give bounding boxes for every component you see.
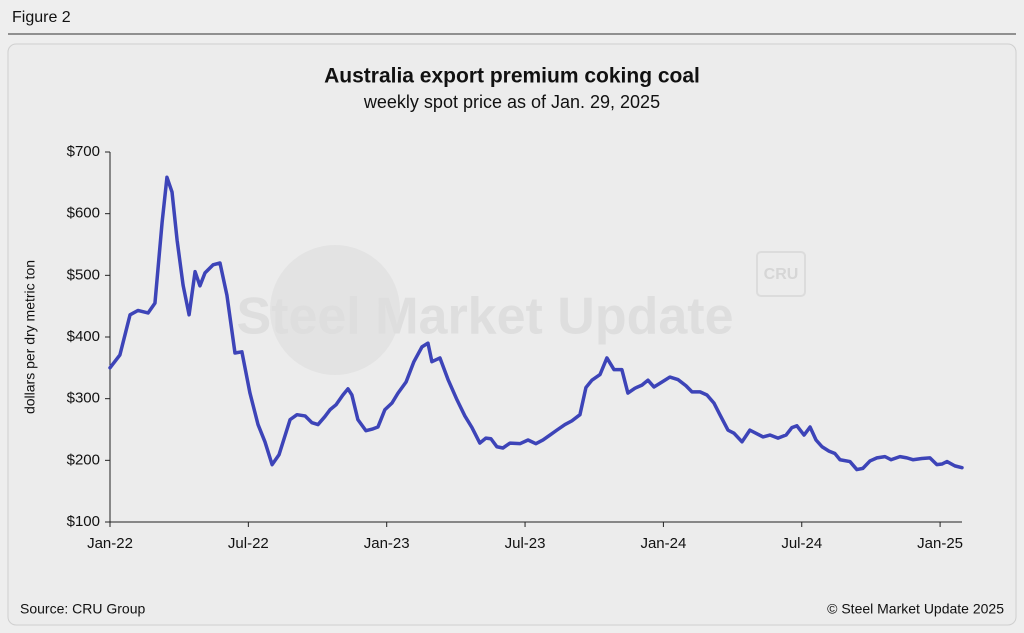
watermark-logo (270, 245, 400, 375)
x-tick-label: Jan-25 (917, 535, 963, 552)
x-tick-label: Jul-22 (228, 535, 269, 552)
x-tick-label: Jan-24 (640, 535, 686, 552)
figure-label: Figure 2 (12, 9, 71, 26)
y-tick-label: $500 (67, 266, 100, 283)
copyright: © Steel Market Update 2025 (827, 601, 1004, 617)
source: Source: CRU Group (20, 601, 145, 617)
y-tick-label: $100 (67, 513, 100, 530)
y-tick-label: $600 (67, 205, 100, 222)
y-tick-label: $400 (67, 328, 100, 345)
watermark-badge-box (756, 251, 806, 297)
chart-subtitle: weekly spot price as of Jan. 29, 2025 (363, 92, 660, 112)
y-tick-label: $200 (67, 451, 100, 468)
price-line (108, 175, 964, 472)
y-axis-label: dollars per dry metric ton (22, 260, 38, 414)
panel (7, 43, 1017, 626)
watermark: Steel Market Update (236, 288, 733, 346)
x-tick-label: Jul-24 (781, 535, 822, 552)
x-tick-label: Jan-23 (364, 535, 410, 552)
watermark-badge: CRU (764, 266, 799, 283)
y-tick-label: $700 (67, 143, 100, 160)
x-tick-label: Jul-23 (505, 535, 546, 552)
chart-title: Australia export premium coking coal (324, 65, 700, 88)
x-tick-label: Jan-22 (87, 535, 133, 552)
y-tick-label: $300 (67, 390, 100, 407)
